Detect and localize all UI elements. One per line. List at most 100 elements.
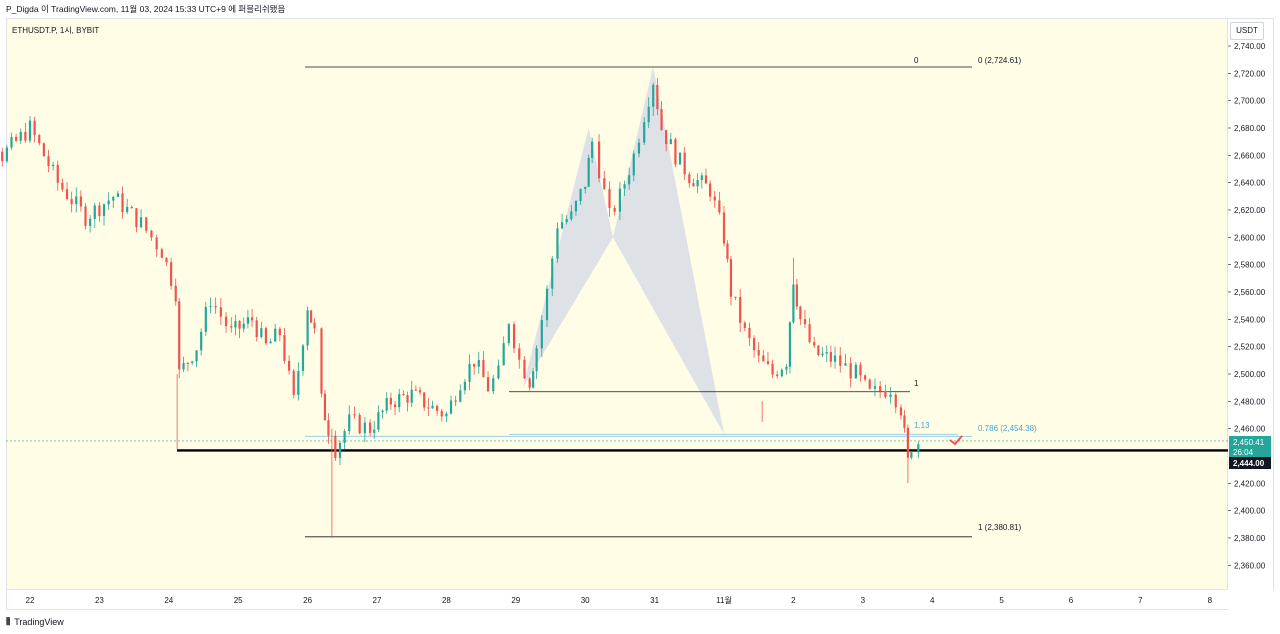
symbol-label[interactable]: ETHUSDT.P, 1시, BYBIT [12,26,100,35]
candle-body [327,420,330,436]
candle [393,400,397,416]
candle [10,132,13,150]
candle [309,310,313,324]
fib-top-left-label: 0 [914,56,919,65]
time-axis[interactable] [6,590,1228,610]
candle [200,328,203,356]
candle-body [224,316,228,327]
candle-body [61,182,64,190]
candle-body [230,326,233,328]
candle-body [107,200,110,205]
candle [864,374,867,382]
candle-body [704,175,708,184]
candle-body [780,369,783,377]
candle [579,188,582,205]
currency-unit-button[interactable]: USDT [1230,22,1264,40]
candle [459,384,462,403]
candle-body [591,141,594,158]
candle-body [884,391,887,398]
pattern-triangle-bcd [612,66,724,435]
candle [320,327,323,398]
price-tick-label: 2,420.00 [1234,479,1266,488]
candle [402,390,405,396]
candle-body [423,392,426,408]
candle [674,137,677,168]
candle [42,142,45,157]
candle [873,378,877,397]
candle-body [440,411,443,417]
candle-body [445,413,448,417]
candle-body [38,135,41,144]
candle [323,389,327,421]
candle [825,345,828,362]
time-ticks: 22 23 24 25 26 27 28 29 30 31 11월 2 3 4 5 6 7 8 [26,595,1213,605]
candle [242,317,245,333]
candle [126,198,129,215]
candle-body [813,342,816,346]
candle [709,180,712,202]
candle [186,362,189,372]
candle [368,419,372,436]
fib-bottom-right-label: 1 (2,380.81) [978,523,1021,532]
candle-body [587,157,590,187]
candle [854,362,857,379]
candle [584,186,587,194]
candle-body [556,228,559,259]
candle [540,315,543,357]
candle-body [825,352,828,354]
extension-113-label: 1.13 [914,421,930,430]
tradingview-brand: TradingView [14,617,64,627]
candle [255,316,258,342]
candle [150,229,153,241]
chart-pane[interactable] [6,18,1228,590]
candle-body [334,435,337,459]
candle-body [660,109,663,130]
candle [224,311,228,333]
price-tick-label: 2,380.00 [1234,534,1266,543]
candle-body [468,363,471,382]
candle [377,405,380,433]
candle-body [560,222,564,229]
candle-body [771,363,774,375]
time-tick-label: 23 [95,596,104,605]
candle-body [477,359,480,367]
candle [70,191,73,213]
candle-body [486,377,490,392]
candle [808,318,811,344]
candle [246,309,250,329]
candle-body [292,370,295,395]
horizontal-line-price-tag: 2,444.00 [1229,457,1271,469]
price-tick-label: 2,720.00 [1234,69,1266,78]
candle [859,362,862,382]
candle-body [873,386,877,389]
price-tick-label: 2,600.00 [1234,233,1266,242]
candle-body [839,355,842,366]
price-tick-label: 2,680.00 [1234,124,1266,133]
time-tick-label: 5 [999,596,1004,605]
time-tick-label: 29 [511,596,520,605]
candle [182,356,185,372]
candle [502,336,505,366]
candle [628,167,631,190]
candle [238,320,241,338]
candle [116,190,120,198]
candle [528,376,531,391]
candle-body [722,212,726,244]
candle [551,256,554,297]
current-price-value: 2,450.41 [1233,438,1265,447]
candle-body [84,206,87,226]
candle [178,298,181,379]
price-axis[interactable] [1228,18,1274,590]
candle-body [353,414,356,416]
candle-body [406,395,409,403]
candle [24,123,27,143]
candle [560,213,564,230]
price-tick-label: 2,740.00 [1234,42,1266,51]
candle [283,328,286,364]
candle [512,321,516,354]
candle [102,203,106,226]
candle [449,395,453,415]
candle [234,314,237,336]
price-tick-label: 2,560.00 [1234,288,1266,297]
candle [632,150,635,182]
